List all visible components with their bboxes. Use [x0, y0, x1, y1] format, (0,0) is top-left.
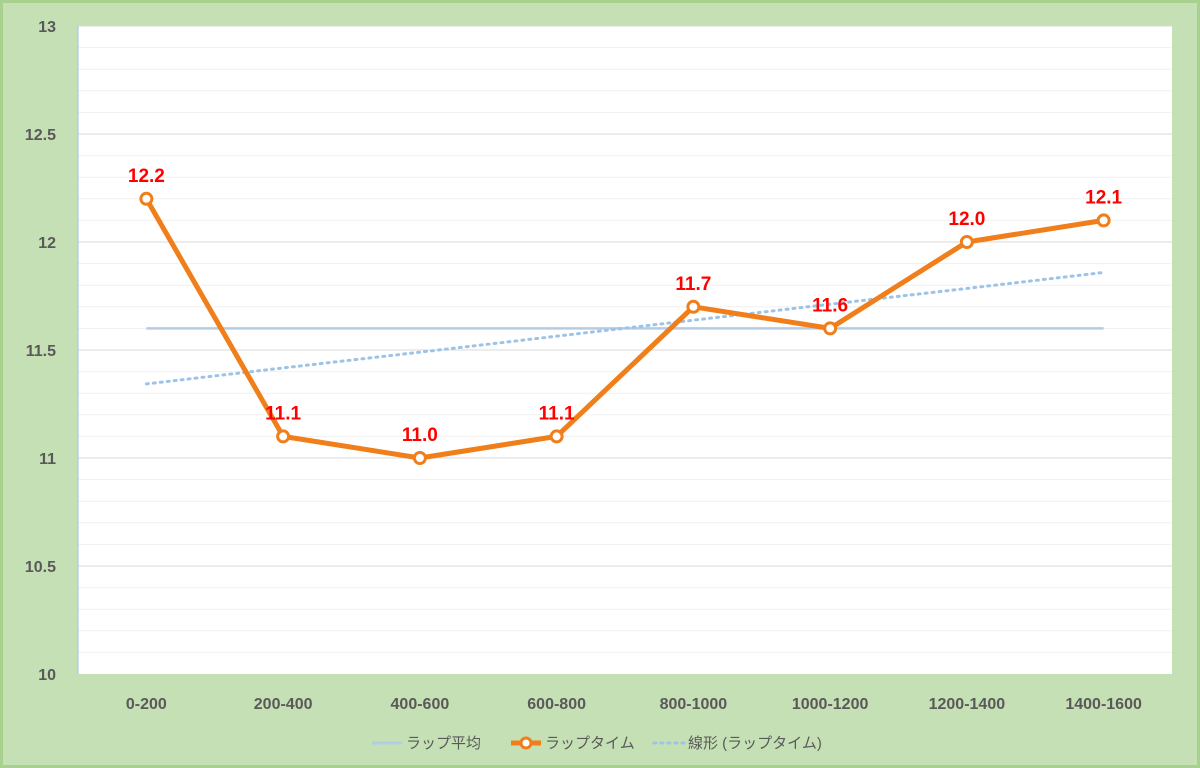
y-tick-label: 12 [38, 235, 56, 252]
data-point-marker [549, 429, 564, 444]
data-point-marker [686, 299, 701, 314]
y-axis-ticks: 10 10.5 11 11.5 12 12.5 13 [25, 19, 56, 684]
data-label: 12.0 [948, 209, 985, 230]
data-label: 11.1 [265, 403, 301, 424]
y-tick-label: 10 [38, 667, 56, 684]
legend: ラップ平均 ラップタイム 線形 (ラップタイム) [372, 735, 822, 752]
x-tick-label: 200-400 [254, 696, 313, 713]
data-point-marker [823, 321, 838, 336]
data-point-marker [959, 235, 974, 249]
data-label: 11.7 [675, 274, 711, 295]
x-tick-label: 400-600 [391, 696, 450, 713]
legend-label: ラップタイム [545, 735, 635, 752]
y-tick-label: 13 [38, 19, 56, 36]
legend-item: 線形 (ラップタイム) [652, 735, 822, 752]
series-line [144, 197, 1105, 461]
x-axis-ticks: 0-200 200-400 400-600 600-800 800-1000 1000-1… [126, 696, 1142, 713]
legend-item: ラップ平均 [372, 735, 481, 752]
legend-label: 線形 (ラップタイム) [688, 735, 822, 752]
x-tick-label: 0-200 [126, 696, 167, 713]
data-label: 11.1 [539, 403, 575, 424]
y-tick-label: 11 [39, 451, 56, 468]
series-line [144, 270, 1106, 386]
data-label: 11.0 [402, 425, 438, 446]
data-label: 12.1 [1085, 187, 1122, 208]
x-tick-label: 1400-1600 [1065, 696, 1142, 713]
legend-label: ラップ平均 [406, 735, 481, 752]
x-tick-label: 600-800 [527, 696, 586, 713]
data-point-marker [1096, 213, 1111, 228]
data-point-marker [412, 451, 427, 465]
data-labels: 12.2 11.1 11.0 11.1 11.7 11.6 12.0 12.1 [128, 166, 1123, 446]
y-tick-label: 12.5 [25, 127, 56, 144]
x-tick-label: 1000-1200 [792, 696, 869, 713]
data-point-marker [276, 429, 291, 444]
y-tick-label: 11.5 [26, 343, 56, 360]
y-tick-label: 10.5 [25, 559, 56, 576]
legend-marker [519, 736, 533, 750]
x-tick-label: 1200-1400 [929, 696, 1006, 713]
series-layer [139, 191, 1111, 465]
data-point-marker [139, 191, 154, 206]
x-tick-label: 800-1000 [660, 696, 728, 713]
data-label: 12.2 [128, 166, 165, 187]
legend-item: ラップタイム [511, 735, 635, 752]
data-label: 11.6 [812, 295, 848, 316]
